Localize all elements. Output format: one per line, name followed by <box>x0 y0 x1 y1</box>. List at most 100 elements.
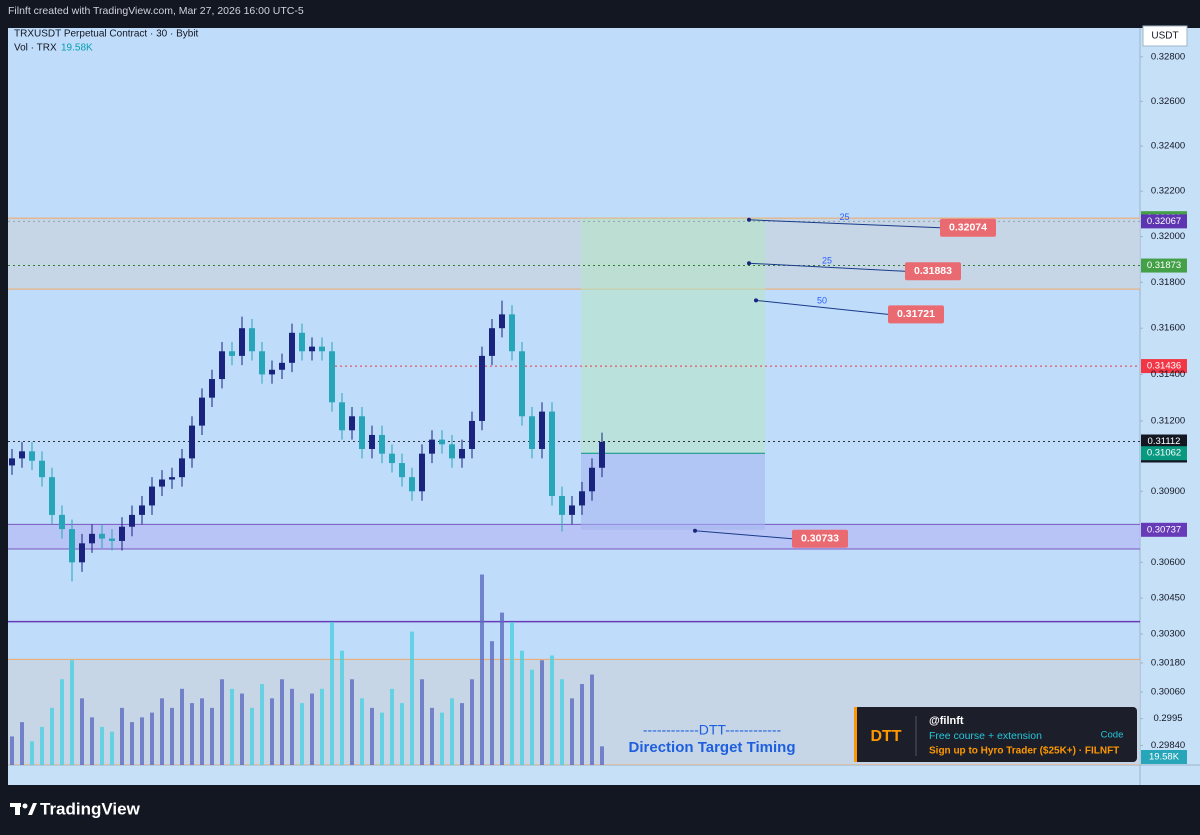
candle-body <box>349 416 355 431</box>
promo-logo: DTT <box>870 728 901 745</box>
plot: 25 0.32074 25 0.31883 50 0.31721 0.30733 <box>8 212 1140 765</box>
annotation-label: 0.32074 <box>949 222 987 234</box>
y-tick-label: 0.32600 <box>1151 96 1185 107</box>
candle-body <box>139 505 145 515</box>
candle-body <box>589 467 595 492</box>
candle-body <box>539 411 545 449</box>
annotation-line <box>694 530 793 540</box>
volume-bar <box>280 679 284 765</box>
volume-last: 19.58K <box>61 43 93 54</box>
volume-bar <box>360 698 364 765</box>
candle-body <box>549 411 555 497</box>
annotation-count: 25 <box>822 256 832 266</box>
volume-bar <box>10 736 14 765</box>
footer-brand: TradingView <box>40 799 141 818</box>
chart-title: TRXUSDT Perpetual Contract · 30 · Bybit <box>14 29 199 40</box>
zone <box>8 524 1140 550</box>
candle-body <box>179 458 185 478</box>
promo-text: Free course + extension <box>929 730 1042 742</box>
volume-bar <box>260 684 264 765</box>
candle-body <box>529 416 535 449</box>
y-tick-label: 0.31800 <box>1151 277 1185 288</box>
volume-bar <box>40 726 44 765</box>
volume-bar <box>200 698 204 765</box>
candle-body <box>459 448 465 459</box>
y-tick-label: 0.29840 <box>1151 740 1185 751</box>
logo-part <box>28 803 37 815</box>
price-tag-label: 0.31873 <box>1147 260 1181 271</box>
candle-body <box>289 332 295 363</box>
annotation-point <box>754 298 758 303</box>
candle-body <box>199 397 205 426</box>
annotation-point <box>693 528 697 533</box>
time-axis <box>8 765 1200 785</box>
price-tag-label: 0.31062 <box>1147 448 1181 459</box>
volume-bar <box>190 703 194 765</box>
candle-body <box>369 434 375 449</box>
overlay-line: ------------DTT------------ <box>643 722 782 738</box>
promo-box[interactable] <box>854 707 1137 762</box>
candle-body <box>89 533 95 544</box>
volume-bar <box>30 741 34 765</box>
volume-bar <box>390 688 394 765</box>
promo[interactable]: DTT @filnft Free course + extension Sign… <box>854 707 1137 762</box>
volume-bar <box>600 746 604 765</box>
y-tick-label: 0.30600 <box>1151 557 1185 568</box>
volume-bar <box>300 703 304 765</box>
candle-body <box>9 458 15 466</box>
candle-body <box>419 453 425 492</box>
axes: 0.320810.320670.318730.314360.3111229:31… <box>1140 51 1187 764</box>
candle-body <box>79 543 85 563</box>
price-tag <box>1141 258 1187 273</box>
candle-body <box>259 351 265 375</box>
volume-bar <box>290 688 294 765</box>
y-tick-label: 0.30450 <box>1151 593 1185 604</box>
annotation-count: 25 <box>839 212 849 222</box>
price-axis <box>1140 28 1200 785</box>
volume-bar <box>60 679 64 765</box>
volume-bar <box>540 660 544 765</box>
annotation-point <box>747 217 751 222</box>
candle-body <box>299 332 305 352</box>
y-tick-label: 0.2995 <box>1153 713 1182 724</box>
y-tick-label: 0.32000 <box>1151 231 1185 242</box>
volume-bar <box>130 722 134 765</box>
volume-bar <box>250 707 254 765</box>
chart-pane <box>8 28 1140 765</box>
price-tag-label: 0.31436 <box>1147 361 1181 372</box>
volume-bar <box>530 669 534 765</box>
candle-body <box>39 460 45 478</box>
y-tick-label: 0.30900 <box>1151 486 1185 497</box>
candle-body <box>439 439 445 445</box>
candle-body <box>509 314 515 352</box>
price-tag-label: 0.32067 <box>1147 216 1181 227</box>
candle-body <box>239 328 245 356</box>
volume-bar <box>180 688 184 765</box>
currency: USDT <box>1151 31 1178 42</box>
logo-part <box>22 803 28 809</box>
volume-bar <box>120 707 124 765</box>
volume-bar <box>50 707 54 765</box>
y-tick-label: 0.31600 <box>1151 323 1185 334</box>
volume-bar <box>320 688 324 765</box>
y-tick-label: 0.31200 <box>1151 415 1185 426</box>
annotation-box <box>888 305 944 324</box>
price-tag <box>1141 522 1187 537</box>
y-tick-label: 0.31400 <box>1151 369 1185 380</box>
candle-body <box>169 477 175 480</box>
volume-bar <box>110 731 114 765</box>
candle-body <box>49 477 55 515</box>
annotation-label: 0.31721 <box>897 308 935 320</box>
volume-bar <box>350 679 354 765</box>
price-tag-label: 0.30737 <box>1147 524 1181 535</box>
y-tick-label: 0.32200 <box>1151 186 1185 197</box>
volume-bar <box>460 703 464 765</box>
promo-code: Code <box>1101 730 1124 741</box>
candle-body <box>399 463 405 478</box>
y-tick-label: 0.30060 <box>1151 686 1185 697</box>
volume-bar <box>430 707 434 765</box>
volume-bar <box>20 722 24 765</box>
price-tag <box>1141 359 1187 374</box>
